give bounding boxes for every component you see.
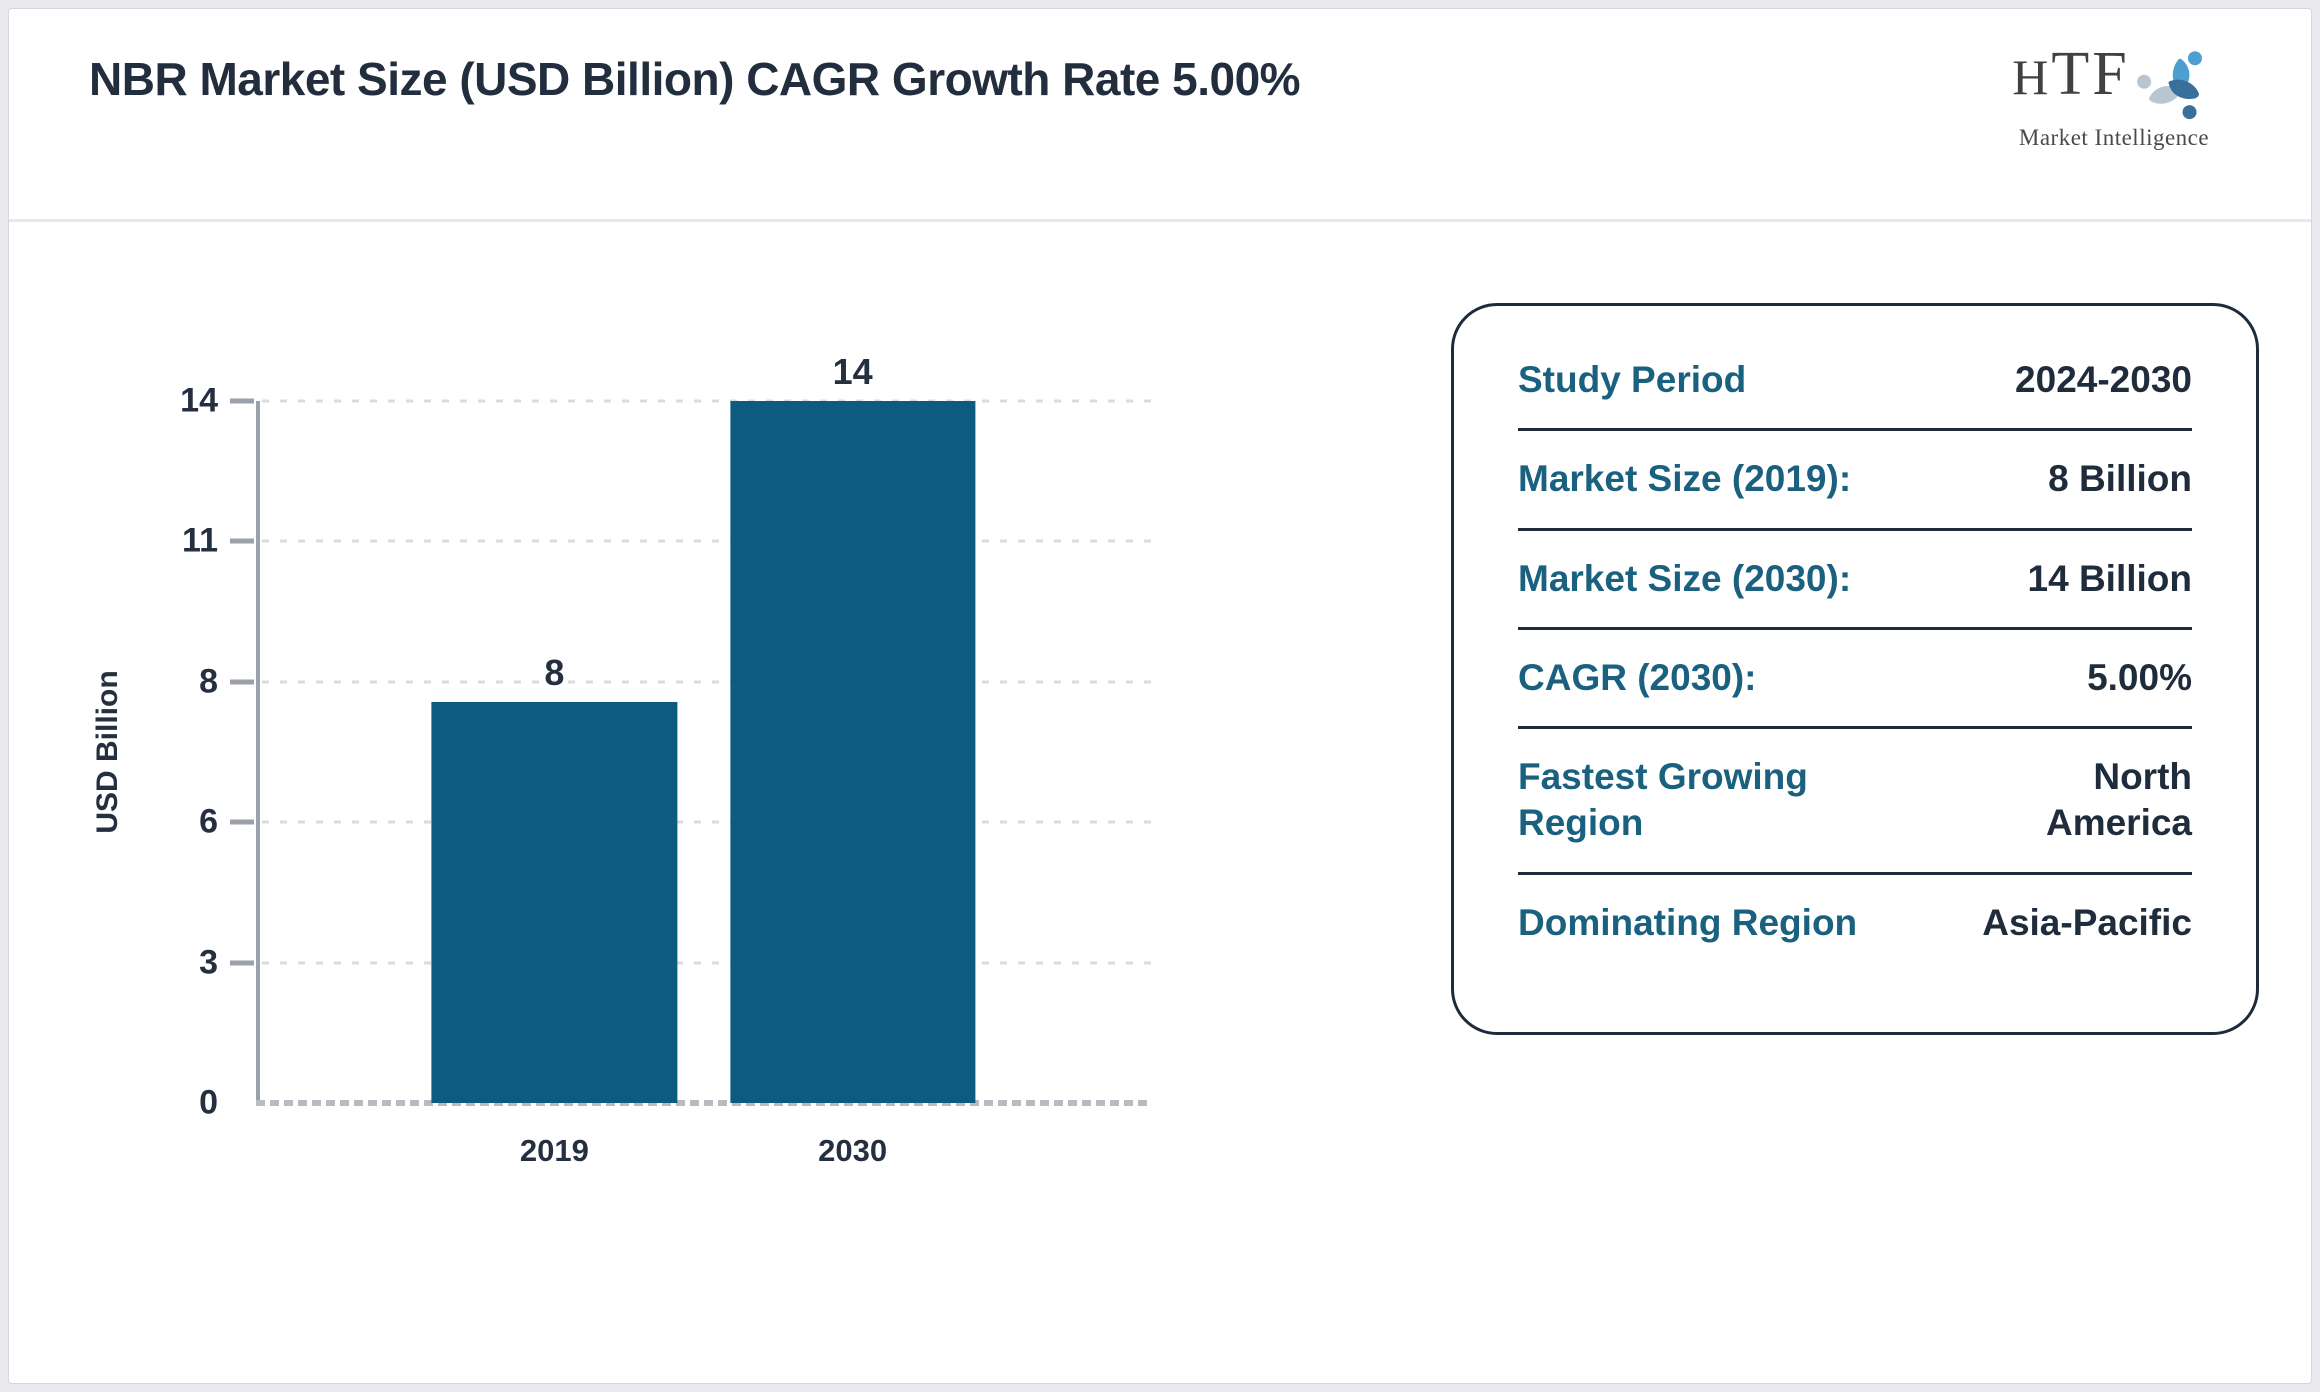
y-axis-title: USD Billion [91,670,124,834]
htf-logo: HTF Market Inte [1989,43,2239,151]
htf-logo-swirl-icon [2136,51,2202,120]
header-divider [9,219,2311,222]
summary-value: 2024-2030 [2015,359,2192,400]
y-tick-mark-11 [230,538,254,544]
summary-value: 14 Billion [2027,557,2192,599]
y-tick-label-6: 6 [199,802,218,841]
gridline-y-8 [262,680,1151,684]
summary-value: North America [2045,756,2192,844]
y-tick-label-0: 0 [199,1083,218,1122]
report-panel: NBR Market Size (USD Billion) CAGR Growt… [8,8,2312,1384]
summary-label: Market Size (2019): [1518,458,1852,500]
bar-value-label-2019: 8 [544,651,565,693]
summary-row-fastest-growing-region: Fastest Growing Region North America [1518,729,2192,875]
y-tick-label-14: 14 [180,381,218,420]
summary-row-dominating-region: Dominating Region Asia-Pacific [1518,875,2192,971]
page-title: NBR Market Size (USD Billion) CAGR Growt… [89,53,1301,105]
htf-logo-text: HTF [2012,40,2130,108]
summary-label: Market Size (2030): [1518,557,1852,599]
y-tick-mark-3 [230,960,254,966]
summary-value: 5.00% [2087,656,2192,698]
bar-2019 [431,701,677,1103]
gridline-y-11 [262,539,1151,543]
summary-row-market-size-2019: Market Size (2019): 8 Billion [1518,431,2192,531]
y-tick-mark-8 [230,679,254,685]
y-tick-label-3: 3 [199,943,218,982]
summary-label: Study Period [1518,359,1747,400]
summary-row-study-period: Study Period 2024-2030 [1518,332,2192,432]
y-tick-mark-6 [230,819,254,825]
gridline-y-0 [256,1100,1151,1106]
plot-area: USD Billion 0 3 6 8 11 14 8 2019 14 2030 [91,351,1151,1168]
summary-row-market-size-2030: Market Size (2030): 14 Billion [1518,531,2192,630]
htf-logo-subtext: Market Intelligence [2018,125,2210,150]
x-tick-label-2030: 2030 [818,1133,888,1168]
x-tick-label-2019: 2019 [519,1133,589,1168]
y-tick-mark-14 [230,398,254,404]
y-tick-label-8: 8 [199,662,218,701]
summary-label: Dominating Region [1518,901,1858,943]
summary-label: Fastest Growing Region [1518,756,1808,844]
gridline-y-3 [262,961,1151,965]
summary-value: Asia-Pacific [1982,901,2192,943]
y-tick-label-11: 11 [182,521,218,560]
summary-card: Study Period 2024-2030 Market Size (2019… [1451,303,2259,1035]
summary-row-cagr: CAGR (2030): 5.00% [1518,630,2192,729]
bar-value-label-2030: 14 [832,351,873,392]
summary-label: CAGR (2030): [1518,656,1757,698]
gridline-y-6 [262,820,1151,824]
summary-value: 8 Billion [2048,458,2192,500]
y-axis-line [256,401,260,1103]
gridline-y-14 [262,399,1151,403]
bar-2030 [730,401,976,1103]
